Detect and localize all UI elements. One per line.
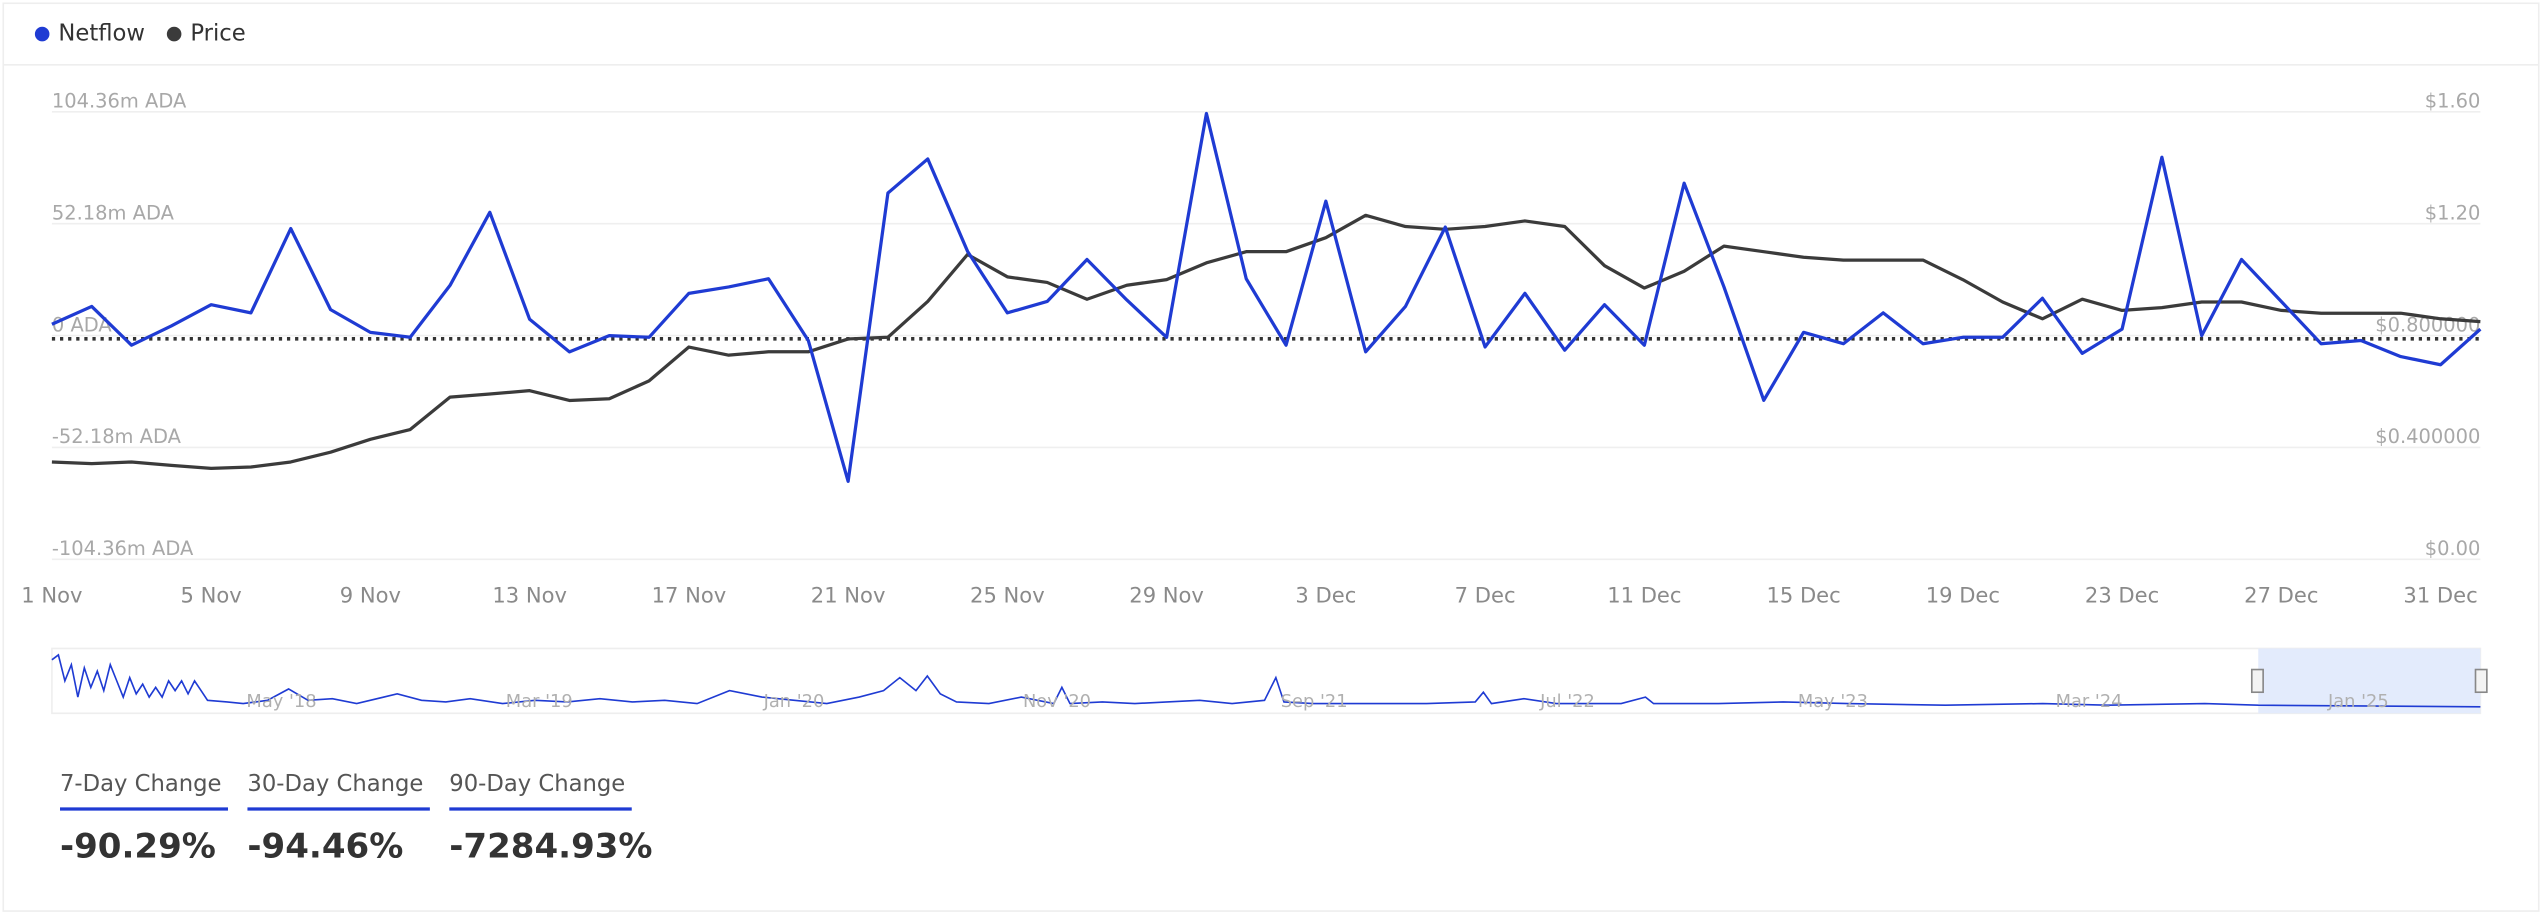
navigator-label: May '23 xyxy=(1798,691,1868,712)
navigator-line xyxy=(51,653,2481,708)
stat-label: 90-Day Change xyxy=(449,771,625,797)
x-tick-label: 27 Dec xyxy=(2244,583,2318,608)
legend-marker xyxy=(34,26,50,42)
y2-tick-label: $0.00 xyxy=(2425,537,2481,560)
x-tick-label: 9 Nov xyxy=(340,583,401,608)
x-tick-label: 23 Dec xyxy=(2085,583,2159,608)
x-tick-label: 7 Dec xyxy=(1455,583,1516,608)
stat-label: 30-Day Change xyxy=(247,771,423,797)
series-line xyxy=(51,111,2482,483)
x-tick-label: 3 Dec xyxy=(1295,583,1356,608)
x-tick-label: 1 Nov xyxy=(21,583,82,608)
navigator-label: Nov '20 xyxy=(1023,691,1091,712)
navigator: May '18 Mar '19 Jan '20 Nov '20 Sep '21 Jul '… xyxy=(51,647,2488,715)
y2-tick-label: $1.60 xyxy=(2425,90,2481,113)
navigator-label: Jan '25 xyxy=(2327,691,2389,712)
navigator-label: May '18 xyxy=(246,691,316,712)
navigator-handle[interactable] xyxy=(2250,668,2264,694)
x-tick-label: 15 Dec xyxy=(1766,583,1840,608)
legend-label: Netflow xyxy=(58,21,145,47)
navigator-label: Jul '22 xyxy=(1539,691,1595,712)
x-tick-label: 17 Nov xyxy=(652,583,727,608)
stat-value: -90.29% xyxy=(60,826,216,866)
x-tick-label: 25 Nov xyxy=(970,583,1045,608)
x-tick-label: 19 Dec xyxy=(1926,583,2000,608)
stat-value: -94.46% xyxy=(247,826,403,866)
navigator-label: Mar '24 xyxy=(2056,691,2123,712)
x-tick-label: 29 Nov xyxy=(1129,583,1204,608)
x-tick-label: 5 Nov xyxy=(181,583,242,608)
navigator-label: Jan '20 xyxy=(763,691,825,712)
x-tick-label: 31 Dec xyxy=(2403,583,2477,608)
x-tick-label: 13 Nov xyxy=(492,583,567,608)
navigator-frame xyxy=(51,647,2482,715)
series-line xyxy=(51,213,2481,471)
x-tick-label: 11 Dec xyxy=(1607,583,1681,608)
y-tick-label: 52.18m ADA xyxy=(52,201,175,224)
stat-value: -7284.93% xyxy=(449,826,652,866)
navigator-handle[interactable] xyxy=(2474,668,2488,694)
y-tick-label: 104.36m ADA xyxy=(52,90,187,113)
navigator-selection[interactable] xyxy=(2258,648,2481,714)
y-tick-label: -52.18m ADA xyxy=(52,425,182,448)
x-tick-label: 21 Nov xyxy=(811,583,886,608)
navigator-label: Mar '19 xyxy=(506,691,573,712)
y2-tick-label: $0.400000 xyxy=(2375,425,2480,448)
legend-marker xyxy=(166,26,182,42)
navigator-label: Sep '21 xyxy=(1281,691,1348,712)
stat-label: 7-Day Change xyxy=(60,771,222,797)
y-tick-label: -104.36m ADA xyxy=(52,537,194,560)
y2-tick-label: $1.20 xyxy=(2425,201,2481,224)
legend-label: Price xyxy=(190,21,245,47)
